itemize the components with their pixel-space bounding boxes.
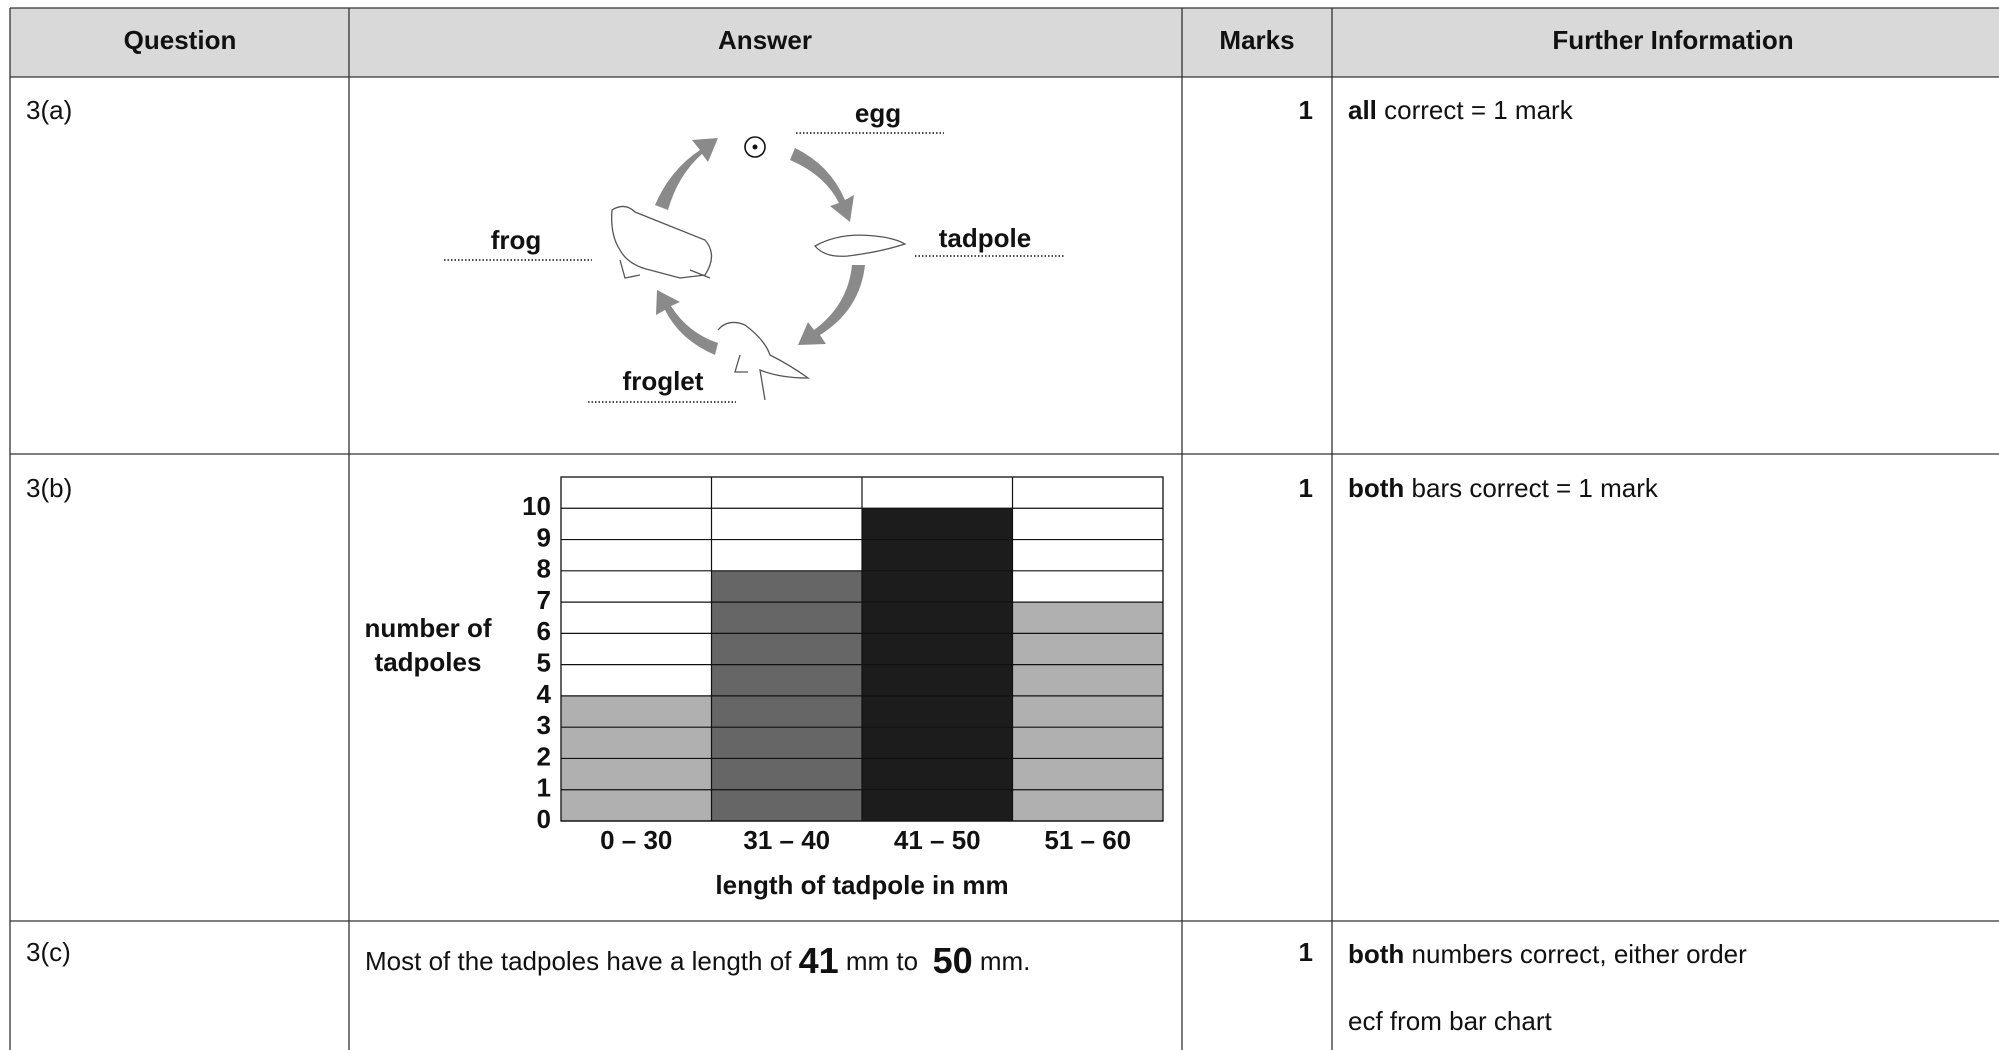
y-tick-label: 10: [522, 491, 551, 521]
y-tick-label: 9: [537, 522, 551, 552]
marks: 1: [1299, 937, 1313, 967]
answer-sentence: Most of the tadpoles have a length of 41…: [365, 940, 1030, 981]
label: tadpole: [939, 223, 1031, 253]
text: Most of the tadpoles have a length of: [365, 946, 799, 976]
header-bg: [10, 8, 1999, 77]
y-tick-label: 2: [537, 741, 551, 771]
text: mm to: [839, 946, 933, 976]
x-tick-label: 51 – 60: [1044, 825, 1131, 855]
bold-word: both: [1348, 939, 1404, 969]
header-cell: Further Information: [1552, 25, 1793, 55]
y-tick-label: 0: [537, 804, 551, 834]
x-tick-label: 41 – 50: [894, 825, 981, 855]
table-lines: [9, 7, 1999, 1050]
info-text: bars correct = 1 mark: [1404, 473, 1659, 503]
x-tick-label: 0 – 30: [600, 825, 672, 855]
y-tick-label: 5: [537, 648, 551, 678]
header-cell: Question: [124, 25, 237, 55]
info-text: ecf from bar chart: [1348, 1006, 1553, 1036]
further-information: all correct = 1 mark both bars correct = …: [1348, 95, 1747, 1036]
arrows: [655, 138, 865, 355]
number: 50: [933, 940, 973, 981]
answer-lines: [444, 132, 1065, 403]
y-tick-label: 3: [537, 710, 551, 740]
info-line: both numbers correct, either order: [1348, 939, 1747, 969]
y-axis-label: number of: [364, 613, 491, 643]
y-axis-label: tadpoles: [375, 647, 482, 677]
bold-word: all: [1348, 95, 1377, 125]
y-tick-label: 7: [537, 585, 551, 615]
info-line: all correct = 1 mark: [1348, 95, 1574, 125]
info-line: ecf from bar chart: [1348, 1006, 1553, 1036]
question: 3(c): [26, 937, 71, 967]
plot-frame: [560, 476, 1164, 822]
life-cycle: egg tadpole frog froglet: [444, 98, 1065, 403]
x-axis-label: length of tadpole in mm: [715, 870, 1008, 900]
x-tick-label: 31 – 40: [743, 825, 830, 855]
label: froglet: [623, 366, 704, 396]
y-tick-label: 8: [537, 554, 551, 584]
marks: 1: [1299, 473, 1313, 503]
label: egg: [855, 98, 901, 128]
label: frog: [491, 225, 542, 255]
question: 3(a): [26, 95, 72, 125]
bar: [1012, 602, 1163, 821]
y-tick-label: 6: [537, 616, 551, 646]
y-tick-label: 4: [537, 679, 552, 709]
question: 3(b): [26, 473, 72, 503]
info-line: both bars correct = 1 mark: [1348, 473, 1659, 503]
marks: 1: [1299, 95, 1313, 125]
info-text: correct = 1 mark: [1377, 95, 1574, 125]
info-text: numbers correct, either order: [1404, 939, 1747, 969]
y-tick-label: 1: [537, 773, 551, 803]
bold-word: both: [1348, 473, 1404, 503]
header-cell: Answer: [718, 25, 812, 55]
header-cell: Marks: [1219, 25, 1294, 55]
number: 41: [799, 940, 839, 981]
text: mm.: [973, 946, 1031, 976]
